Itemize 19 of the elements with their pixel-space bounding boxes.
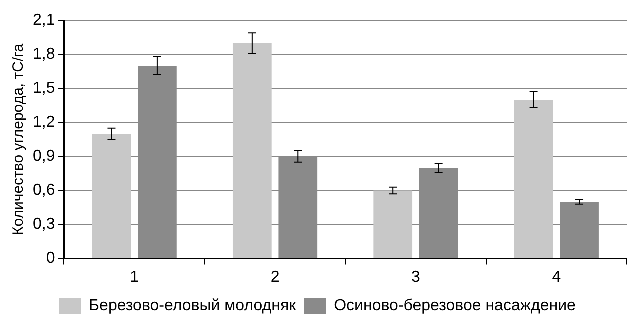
y-tick-label: 1,5 [32,80,56,98]
bar [232,43,272,258]
bar [374,190,413,258]
y-tick-label: 1,8 [32,46,56,64]
x-tick-label: 1 [130,268,140,286]
y-tick-label: 0 [46,250,56,268]
legend-label: Осиново-березовое насаждение [334,297,576,314]
bar [92,134,132,258]
x-tick-label: 2 [270,268,280,286]
y-axis-title: Количество углерода, тС/га [10,43,28,236]
bar [514,100,554,258]
x-tick-label: 3 [412,268,421,286]
y-tick-label: 0,9 [32,148,56,166]
y-tick-label: 0,6 [32,182,56,200]
y-tick-label: 1,2 [32,114,56,132]
legend-label: Березово-еловый молодняк [89,297,298,314]
y-tick-label: 2,1 [32,12,56,30]
x-tick-label: 4 [552,268,562,286]
y-tick-label: 0,3 [32,216,56,234]
